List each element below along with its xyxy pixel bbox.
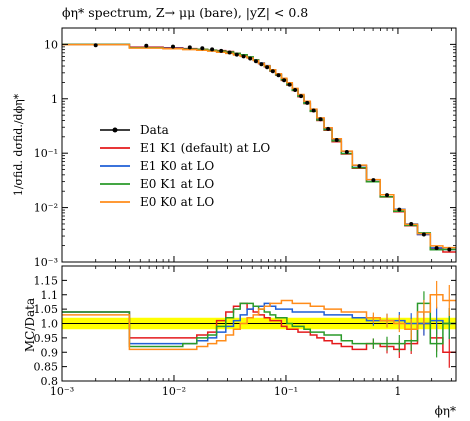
legend-label: Data <box>140 123 169 137</box>
data-point <box>305 100 310 105</box>
data-point <box>447 247 452 252</box>
data-point <box>248 56 253 61</box>
y-tick-label: 10 <box>44 38 58 51</box>
ratio-panel: 10⁻³ 10⁻² 10⁻¹ 1 1.15 1.11.05 1.00.950.9 0.850.… <box>34 28 457 398</box>
legend-label: E1 K1 (default) at LO <box>140 141 270 155</box>
main-frame <box>61 27 457 263</box>
ratio-tick-label: 0.9 <box>41 346 59 359</box>
chart-title: ϕη* spectrum, Z→ μμ (bare), |yZ| < 0.8 <box>62 5 308 20</box>
x-axis-label: ϕη* <box>435 404 456 418</box>
y-tick-label: 10⁻² <box>34 202 58 215</box>
ratio-line-3 <box>62 293 456 351</box>
data-point <box>434 246 439 251</box>
data-point <box>200 46 205 51</box>
data-point <box>265 65 270 70</box>
data-point <box>311 108 316 113</box>
x-tick-label: 10⁻¹ <box>274 385 298 398</box>
y-tick-label: 10⁻¹ <box>34 147 58 160</box>
ratio-tick-label: 1.05 <box>34 303 59 316</box>
ratio-y-axis-label: MC/Data <box>23 298 37 352</box>
x-tick-label: 10⁻³ <box>50 385 74 398</box>
data-point <box>210 47 215 52</box>
data-point <box>187 45 192 50</box>
data-point <box>144 43 149 48</box>
data-point <box>409 222 414 226</box>
data-point <box>234 52 239 57</box>
ratio-tick-label: 1.15 <box>34 274 59 287</box>
x-tick-label: 1 <box>394 385 401 398</box>
ratio-tick-label: 1.1 <box>41 289 59 302</box>
main-panel: 10 1 10⁻¹ 10⁻² 10⁻³ <box>34 27 457 269</box>
data-point <box>326 126 331 131</box>
data-point <box>219 48 224 53</box>
y-tick-label: 10⁻³ <box>34 256 58 269</box>
legend-label: E0 K0 at LO <box>140 195 214 209</box>
ratio-tick-label: 0.85 <box>34 361 59 374</box>
data-point <box>299 94 303 99</box>
y-tick-label: 1 <box>51 93 58 106</box>
data-point <box>318 117 323 122</box>
data-point <box>276 73 281 78</box>
data-point <box>293 88 298 92</box>
data-point <box>241 54 246 59</box>
data-point <box>385 193 389 198</box>
data-point <box>93 43 98 48</box>
ratio-line-0 <box>62 302 456 354</box>
legend-label: E0 K1 at LO <box>140 177 214 191</box>
legend-label: E1 K0 at LO <box>140 159 214 173</box>
series-line-3 <box>62 43 456 249</box>
data-point <box>227 50 232 55</box>
data-point <box>287 82 292 87</box>
ratio-tick-label: 0.8 <box>41 375 59 388</box>
data-point <box>171 44 175 49</box>
data-point <box>259 62 264 67</box>
legend: Data E1 K1 (default) at LO E1 K0 at LO E0 K… <box>100 123 270 209</box>
data-point <box>371 178 376 183</box>
data-point <box>334 138 339 142</box>
data-point <box>357 164 362 169</box>
data-point <box>253 59 258 64</box>
legend-data-marker <box>112 127 118 133</box>
ratio-line-2 <box>62 302 456 348</box>
data-point <box>421 232 426 237</box>
x-tick-label: 10⁻² <box>162 385 186 398</box>
ratio-tick-label: 1.0 <box>41 318 59 331</box>
y-axis-label: 1/σfid. dσfid./dϕη* <box>12 93 25 196</box>
data-point <box>270 69 275 74</box>
data-point <box>397 207 402 212</box>
ratio-tick-label: 0.95 <box>34 332 59 345</box>
data-point <box>344 150 349 154</box>
data-point <box>282 78 287 83</box>
